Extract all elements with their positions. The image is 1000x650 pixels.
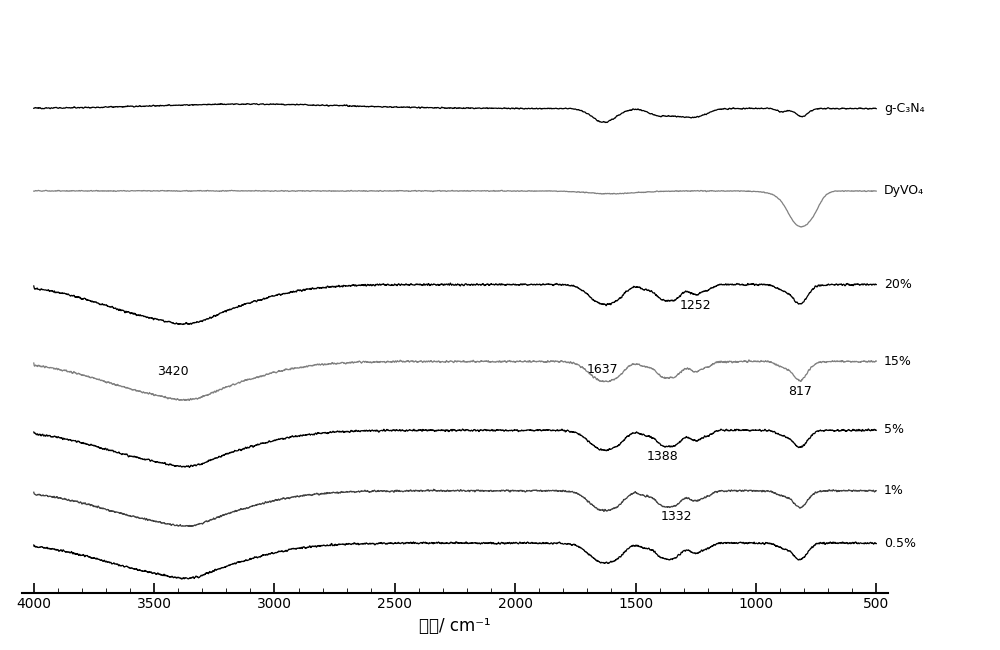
Text: 1252: 1252 [679, 298, 711, 311]
Text: 20%: 20% [884, 278, 912, 291]
Text: g-C₃N₄: g-C₃N₄ [884, 102, 925, 115]
Text: 1388: 1388 [647, 450, 678, 463]
Text: 15%: 15% [884, 356, 912, 369]
Text: 1637: 1637 [587, 363, 618, 376]
Text: 1%: 1% [884, 484, 904, 497]
X-axis label: 波数/ cm⁻¹: 波数/ cm⁻¹ [419, 617, 491, 635]
Text: 5%: 5% [884, 423, 904, 436]
Text: 0.5%: 0.5% [884, 538, 916, 551]
Text: 3420: 3420 [158, 365, 189, 378]
Text: DyVO₄: DyVO₄ [884, 185, 924, 198]
Text: 1332: 1332 [660, 510, 692, 523]
Text: 817: 817 [788, 385, 812, 398]
